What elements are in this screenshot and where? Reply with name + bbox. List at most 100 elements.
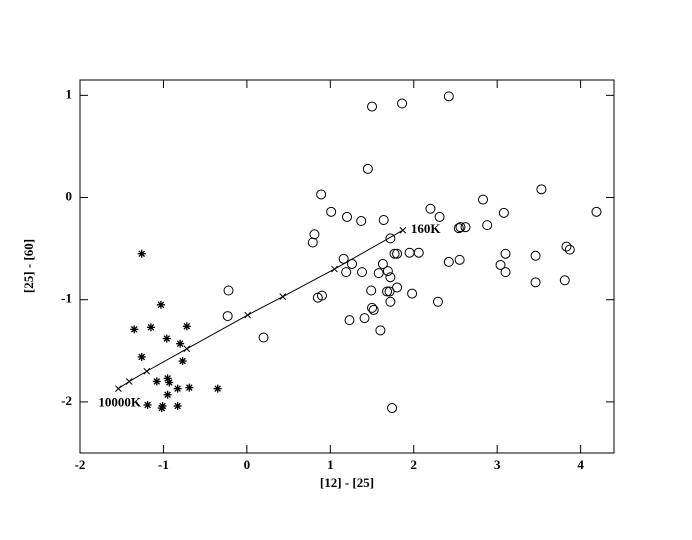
circle-point — [591, 206, 602, 217]
circle-marker — [342, 211, 352, 222]
circle-point — [385, 233, 396, 244]
circle-marker — [392, 248, 403, 259]
circle-point — [359, 313, 370, 324]
star-point — [178, 357, 187, 366]
circle-point — [362, 163, 373, 174]
circle-point — [500, 267, 511, 278]
circle-marker — [378, 215, 389, 226]
circle-marker — [500, 267, 511, 278]
circle-point — [222, 311, 233, 322]
circle-marker — [404, 247, 415, 258]
circle-point — [316, 189, 327, 200]
y-tick-label: 1 — [66, 86, 73, 101]
circle-marker — [359, 313, 370, 324]
star-point — [173, 401, 182, 410]
circle-point — [392, 282, 403, 293]
circle-marker — [591, 206, 602, 217]
circle-point — [453, 223, 464, 234]
circle-marker — [362, 163, 373, 174]
circle-point — [341, 267, 352, 278]
x-stroke — [399, 226, 407, 234]
circle-marker — [356, 216, 367, 227]
star-point — [163, 390, 172, 399]
circle-point — [385, 296, 396, 307]
circle-point — [316, 290, 327, 301]
circle-marker — [443, 91, 454, 102]
circle-point — [460, 222, 471, 233]
x-stroke — [331, 265, 338, 273]
circle-point — [385, 272, 396, 283]
circle-marker — [460, 222, 471, 233]
circle-point — [384, 286, 395, 297]
circle-point — [309, 229, 320, 240]
circle-point — [392, 248, 403, 259]
x-tick-label: 1 — [327, 457, 334, 472]
circle-point — [367, 101, 378, 112]
x-tick-label: 4 — [577, 457, 584, 472]
circle-point — [378, 215, 389, 226]
x-point — [399, 226, 407, 234]
circle-marker — [344, 315, 355, 326]
circle-marker — [478, 194, 489, 205]
circle-point — [498, 207, 509, 218]
circle-point — [382, 266, 393, 277]
star-point — [176, 339, 185, 348]
circle-marker — [223, 285, 234, 296]
annotation: 10000K — [98, 395, 142, 410]
x-tick-label: -2 — [75, 457, 86, 472]
x-point — [183, 345, 191, 353]
circle-marker — [425, 203, 436, 214]
circle-marker — [222, 311, 233, 322]
circle-point — [482, 220, 493, 231]
circle-marker — [387, 403, 398, 414]
circle-marker — [375, 325, 386, 336]
star-point — [182, 322, 191, 331]
circle-point — [366, 285, 377, 296]
circle-point — [375, 325, 386, 336]
circle-point — [443, 91, 454, 102]
circle-point — [425, 203, 436, 214]
plot-frame — [79, 79, 615, 454]
star-stroke — [214, 385, 221, 392]
circle-marker — [384, 286, 395, 297]
circle-point — [443, 256, 454, 267]
circle-marker — [367, 302, 378, 313]
star-stroke — [179, 357, 186, 365]
circle-point — [382, 286, 393, 297]
x-stroke — [115, 385, 122, 392]
x-stroke — [183, 345, 191, 353]
circle-marker — [357, 267, 368, 278]
x-tick-label: -1 — [158, 457, 169, 472]
circle-marker — [385, 233, 396, 244]
circle-marker — [432, 296, 443, 307]
circle-marker — [309, 229, 320, 240]
x-point — [331, 265, 338, 273]
circle-marker — [392, 282, 403, 293]
circle-marker — [316, 290, 327, 301]
circle-marker — [382, 286, 393, 297]
circle-point — [223, 285, 234, 296]
circle-point — [356, 216, 367, 227]
circle-marker — [530, 250, 541, 261]
star-stroke — [176, 340, 184, 347]
y-tick-label: 0 — [66, 189, 73, 204]
star-stroke — [153, 378, 161, 385]
circle-point — [397, 98, 408, 109]
x-axis-label: [12] - [25] — [320, 475, 374, 490]
circle-marker — [434, 211, 445, 222]
circle-point — [434, 211, 445, 222]
star-stroke — [165, 379, 173, 386]
circle-marker — [500, 248, 511, 259]
circle-point — [344, 315, 355, 326]
circle-marker — [453, 223, 464, 234]
x-point — [244, 311, 252, 319]
star-point — [137, 352, 146, 361]
circle-point — [357, 267, 368, 278]
circle-point — [564, 244, 575, 255]
star-stroke — [186, 384, 193, 391]
circle-point — [500, 248, 511, 259]
x-stroke — [125, 378, 133, 385]
circle-marker — [443, 256, 454, 267]
star-stroke — [159, 402, 166, 410]
circle-point — [377, 258, 388, 269]
